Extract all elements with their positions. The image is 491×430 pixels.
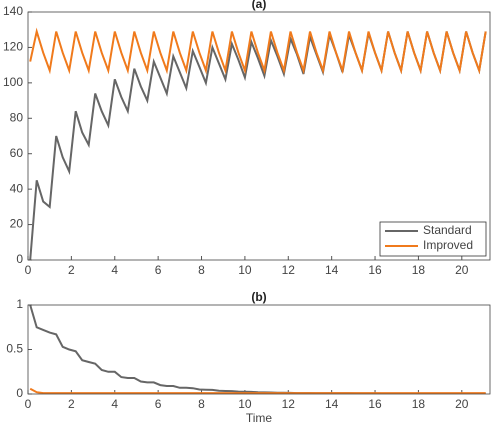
x-tick-label: 4	[111, 263, 118, 277]
x-tick-label: 6	[155, 397, 162, 411]
x-tick-label: 18	[412, 263, 426, 277]
x-tick-label: 12	[282, 397, 296, 411]
y-tick-label: 120	[3, 40, 23, 54]
x-tick-label: 6	[155, 263, 162, 277]
x-tick-label: 20	[455, 397, 469, 411]
x-tick-label: 18	[412, 397, 426, 411]
axes-frame	[27, 11, 491, 261]
x-tick-label: 10	[238, 263, 252, 277]
x-tick-label: 0	[25, 263, 32, 277]
line	[29, 305, 486, 394]
y-tick-label: 40	[10, 181, 24, 195]
x-tick-label: 14	[325, 263, 339, 277]
y-tick-label: 100	[3, 75, 23, 89]
line	[29, 387, 486, 394]
legend-label: Standard	[423, 223, 472, 237]
x-tick-label: 0	[25, 397, 32, 411]
line	[29, 27, 487, 75]
y-tick-label: 0.5	[6, 342, 23, 356]
x-tick-label: 8	[198, 263, 205, 277]
x-tick-label: 16	[368, 263, 382, 277]
x-axis-label: Time	[246, 411, 273, 425]
x-tick-label: 12	[282, 263, 296, 277]
y-tick-label: 140	[3, 4, 23, 18]
legend-label: Improved	[423, 238, 473, 252]
axes-frame	[27, 304, 491, 395]
x-tick-label: 10	[238, 397, 252, 411]
chart-title: (b)	[251, 290, 266, 304]
y-tick-label: 0	[16, 252, 23, 266]
x-tick-label: 2	[68, 397, 75, 411]
y-tick-label: 80	[10, 110, 24, 124]
x-tick-label: 4	[111, 397, 118, 411]
y-tick-label: 20	[10, 217, 24, 231]
chart-title: (a)	[252, 0, 267, 11]
x-tick-label: 16	[368, 397, 382, 411]
y-tick-label: 0	[16, 386, 23, 400]
x-tick-label: 2	[68, 263, 75, 277]
y-tick-label: 60	[10, 146, 24, 160]
x-tick-label: 14	[325, 397, 339, 411]
y-tick-label: 1	[16, 297, 23, 311]
x-tick-label: 20	[455, 263, 469, 277]
legend-box	[379, 221, 487, 257]
x-tick-label: 8	[198, 397, 205, 411]
